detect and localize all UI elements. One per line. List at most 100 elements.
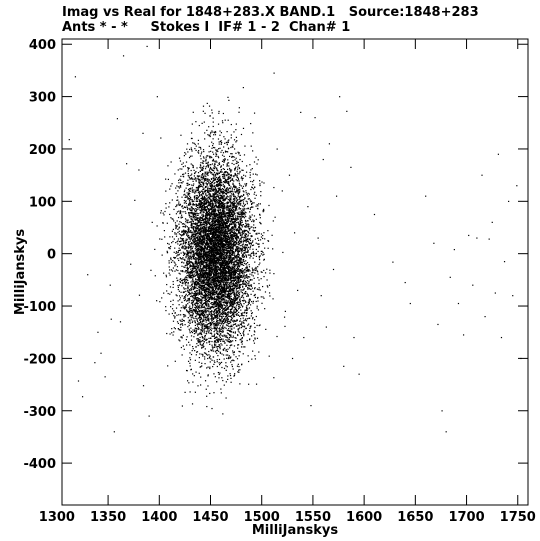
data-point	[214, 261, 216, 263]
data-point	[206, 258, 208, 261]
data-point	[209, 295, 212, 297]
data-point	[209, 262, 211, 264]
data-point	[191, 300, 193, 302]
data-point	[224, 279, 226, 281]
data-point	[228, 315, 230, 317]
data-point	[201, 333, 203, 336]
data-point	[218, 233, 220, 235]
data-point	[251, 272, 253, 274]
data-point	[188, 328, 190, 330]
data-point	[221, 273, 223, 275]
data-point	[226, 329, 228, 331]
data-point	[214, 208, 216, 211]
data-point	[189, 305, 191, 307]
data-point	[228, 301, 230, 303]
data-point	[205, 299, 207, 301]
data-point	[227, 313, 229, 315]
data-point	[245, 256, 248, 258]
data-point	[222, 330, 224, 332]
data-point	[266, 279, 268, 281]
data-point	[243, 249, 246, 252]
data-point	[235, 297, 237, 299]
data-point	[207, 303, 210, 305]
data-point	[174, 247, 176, 249]
data-point	[191, 261, 193, 264]
data-point	[220, 237, 223, 239]
data-point	[207, 328, 209, 330]
data-point	[189, 285, 191, 287]
data-point	[174, 222, 177, 224]
data-point	[208, 326, 210, 329]
data-point	[236, 283, 238, 285]
data-point	[194, 316, 197, 318]
data-point	[191, 150, 193, 152]
data-point	[242, 321, 245, 323]
data-point	[226, 255, 229, 257]
data-point	[222, 325, 224, 327]
data-point	[227, 354, 229, 356]
data-point	[228, 341, 230, 343]
data-point	[218, 172, 220, 174]
data-point	[183, 288, 185, 290]
data-point	[241, 289, 243, 291]
data-point	[213, 256, 216, 258]
data-point	[240, 202, 242, 204]
data-point	[246, 201, 248, 203]
data-point	[215, 188, 217, 191]
data-point	[241, 254, 244, 256]
data-point	[187, 310, 189, 312]
data-point	[237, 330, 239, 332]
data-point	[229, 291, 231, 293]
data-point	[230, 267, 232, 269]
data-point	[204, 279, 207, 281]
data-point	[181, 238, 183, 240]
data-point	[224, 247, 226, 249]
data-point	[209, 216, 211, 218]
data-point	[227, 151, 229, 153]
data-point	[223, 294, 225, 296]
data-point	[212, 281, 214, 283]
data-point	[247, 198, 249, 200]
data-point	[260, 233, 263, 235]
data-point	[176, 314, 178, 316]
data-point	[205, 261, 207, 264]
data-point	[191, 273, 193, 275]
data-point	[198, 248, 200, 250]
data-point	[246, 292, 248, 295]
data-point	[255, 300, 257, 303]
data-point	[201, 320, 204, 322]
data-point	[234, 217, 237, 219]
data-point	[241, 340, 243, 342]
data-point	[212, 214, 215, 216]
data-point	[214, 130, 216, 133]
data-point	[243, 271, 245, 273]
data-point	[186, 206, 188, 209]
data-point	[198, 242, 200, 244]
data-point	[224, 336, 226, 338]
data-point	[198, 262, 200, 264]
data-point	[208, 301, 211, 303]
data-point	[206, 212, 209, 214]
data-point	[204, 229, 206, 232]
data-point	[214, 232, 216, 234]
data-point	[226, 254, 228, 256]
data-point	[198, 182, 200, 184]
data-point	[195, 215, 197, 217]
data-point	[192, 301, 195, 303]
data-point	[253, 202, 255, 204]
data-point	[222, 234, 224, 236]
data-point	[200, 176, 203, 178]
data-point	[210, 242, 212, 244]
data-point	[199, 240, 201, 242]
data-point	[230, 223, 232, 226]
data-point	[190, 206, 192, 208]
data-point	[205, 268, 207, 270]
data-point	[138, 294, 141, 296]
data-point	[223, 304, 225, 307]
data-point	[196, 271, 199, 273]
data-point	[229, 347, 231, 349]
data-point	[218, 312, 220, 314]
data-point	[195, 371, 197, 373]
data-point	[187, 274, 189, 276]
data-point	[213, 168, 216, 170]
